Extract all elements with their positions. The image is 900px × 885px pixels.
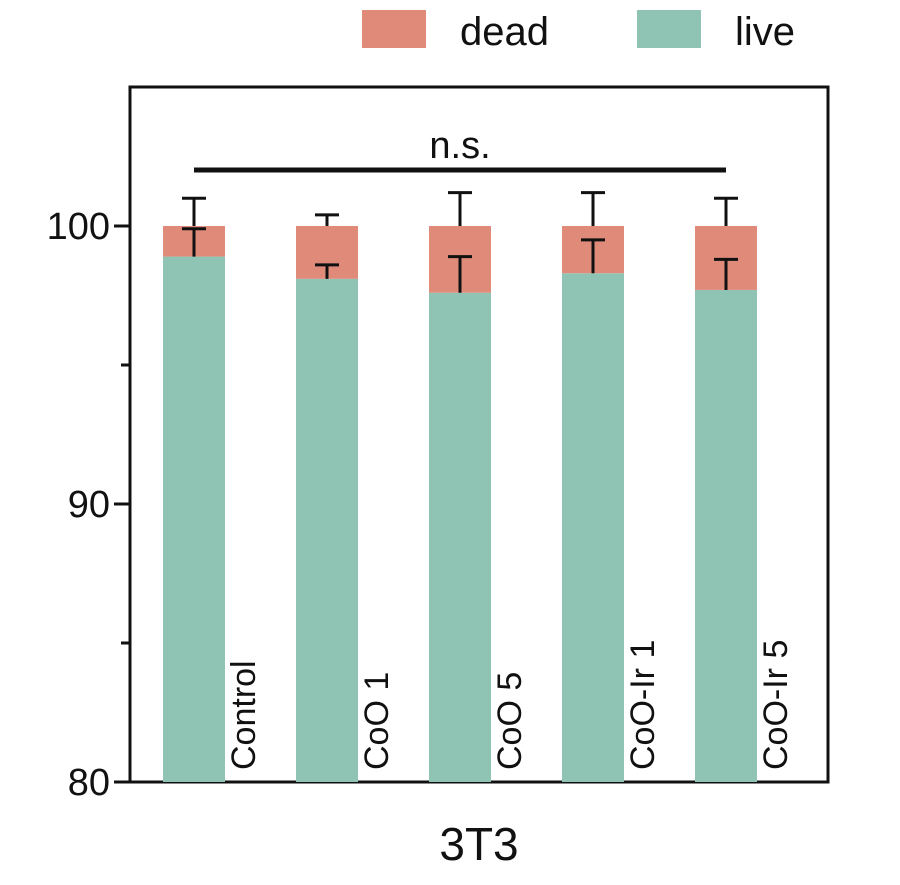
category-label: CoO-Ir 5 xyxy=(757,640,795,770)
category-label: CoO 5 xyxy=(491,672,529,770)
bar-live xyxy=(429,292,491,782)
legend-label: dead xyxy=(460,10,549,54)
y-tick-label: 80 xyxy=(68,762,110,804)
error-bar xyxy=(315,213,339,226)
error-bar xyxy=(448,255,472,293)
legend-swatch xyxy=(637,10,701,48)
category-label: CoO 1 xyxy=(358,672,396,770)
annotation: n.s. xyxy=(429,125,490,167)
bar-live xyxy=(695,289,757,782)
y-tick-label: 100 xyxy=(47,206,110,248)
error-bar xyxy=(448,191,472,226)
bar-live xyxy=(562,273,624,782)
legend-label: live xyxy=(735,10,795,54)
error-bar xyxy=(714,257,738,290)
category-label: Control xyxy=(225,660,263,770)
error-bar xyxy=(581,238,605,274)
bar-live xyxy=(296,278,358,782)
error-bar xyxy=(182,196,206,226)
category-label: CoO-Ir 1 xyxy=(624,640,662,770)
x-axis-label: 3T3 xyxy=(439,818,518,870)
legend-swatch xyxy=(362,10,426,48)
bar-live xyxy=(163,256,225,783)
error-bar xyxy=(315,263,339,279)
error-bar xyxy=(714,196,738,226)
error-bar xyxy=(581,191,605,226)
y-tick-label: 90 xyxy=(68,484,110,526)
error-bar xyxy=(182,227,206,257)
